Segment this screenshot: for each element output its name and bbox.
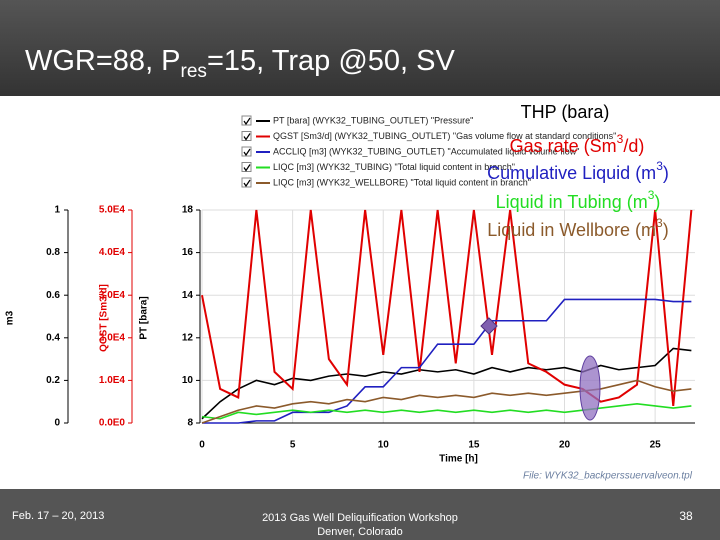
y-axis-label: m3 [5, 310, 16, 325]
annotation: Cumulative Liquid (m3) [487, 159, 669, 183]
file-note: File: WYK32_backperssuervalveon.tpl [523, 471, 693, 482]
legend-check [243, 133, 251, 141]
annotation-text: ) [654, 192, 660, 212]
footer-event: 2013 Gas Well Deliquification Workshop [262, 512, 458, 524]
series-line [201, 209, 693, 407]
legend-checkbox [241, 177, 252, 188]
annotation: Gas rate (Sm3/d) [510, 132, 645, 156]
legend-check [243, 148, 251, 157]
y2-tick-label: 2.0E4 [99, 332, 126, 343]
annotation-text: ) [663, 163, 669, 183]
legend-label: QGST [Sm3/d] (WYK32_TUBING_OUTLET) "Gas … [273, 131, 616, 141]
footer-bar [0, 489, 720, 540]
y2-tick-label: 4.0E4 [99, 247, 126, 258]
x-tick-label: 10 [378, 440, 390, 451]
annotation-text: Cumulative Liquid (m [487, 163, 656, 183]
annotation: Liquid in Wellbore (m3) [487, 216, 668, 240]
y3-tick-label: 12 [182, 332, 194, 343]
y-tick-label: 0 [54, 418, 60, 429]
title-part: WGR=88, P [25, 45, 181, 77]
y3-tick-label: 14 [182, 290, 194, 301]
legend-label: LIQC [m3] (WYK32_WELLBORE) "Total liquid… [273, 177, 531, 187]
y3-tick-label: 8 [187, 418, 193, 429]
annotation-text: Liquid in Wellbore (m [487, 220, 656, 240]
legend-label: PT [bara] (WYK32_TUBING_OUTLET) "Pressur… [273, 115, 473, 125]
y-tick-label: 0.2 [46, 375, 60, 386]
y-tick-label: 0.8 [46, 247, 60, 258]
title-subscript: res [181, 61, 207, 82]
annotation-sup: 3 [617, 132, 624, 146]
annotation-text: Liquid in Tubing (m [496, 192, 648, 212]
x-axis-label: Time [h] [439, 454, 478, 465]
legend-checkbox [241, 131, 252, 141]
y3-tick-label: 10 [182, 375, 194, 386]
diamond-marker [480, 317, 498, 335]
annotation-text: THP (bara) [521, 102, 610, 122]
y3-tick-label: 16 [182, 247, 194, 258]
y3-tick-label: 18 [182, 205, 194, 216]
y2-tick-label: 3.0E4 [99, 290, 126, 301]
annotations: THP (bara)Gas rate (Sm3/d)Cumulative Liq… [487, 102, 669, 240]
footer-date: Feb. 17 – 20, 2013 [12, 510, 104, 522]
y2-tick-label: 1.0E4 [99, 375, 126, 386]
annotation-text: ) [663, 220, 669, 240]
title-bar [0, 0, 720, 96]
series-line [201, 379, 692, 424]
plot-area [202, 210, 695, 423]
x-tick-label: 5 [290, 440, 296, 451]
legend-label: ACCLIQ [m3] (WYK32_TUBING_OUTLET) "Accum… [273, 146, 579, 156]
legend-checkbox [241, 115, 252, 126]
title-part: =15, Trap @50, SV [207, 45, 456, 77]
y-tick-label: 1 [54, 205, 60, 216]
legend-checkbox [241, 162, 252, 172]
x-tick-label: 0 [199, 440, 205, 451]
x-tick-label: 15 [468, 440, 480, 451]
y-tick-label: 0.4 [46, 332, 60, 343]
legend-label: LIQC [m3] (WYK32_TUBING) "Total liquid c… [273, 162, 515, 172]
slide-title: WGR=88, Pres=15, Trap @50, SV [25, 45, 455, 82]
annotation: Liquid in Tubing (m3) [496, 188, 661, 212]
highlight-ellipse [579, 355, 601, 421]
annotation-sup: 3 [656, 216, 663, 230]
legend-check [243, 179, 251, 188]
y2-tick-label: 0.0E0 [99, 418, 126, 429]
page-number: 38 [679, 509, 693, 523]
annotation-shapes [480, 317, 601, 421]
x-tick-label: 25 [650, 440, 662, 451]
x-tick-label: 20 [559, 440, 571, 451]
chart: 0 5 10 15 20 25 0 0.2 0.4 0.6 0.8 1 0.0E0 1.0E4 2.0E4 3… [5, 115, 695, 465]
legend-check [243, 117, 251, 126]
y2-tick-label: 5.0E4 [99, 205, 126, 216]
annotation-text: /d) [623, 136, 644, 156]
annotation-text: Gas rate (Sm [510, 136, 617, 156]
footer-place: Denver, Colorado [317, 526, 403, 538]
series-line [201, 403, 692, 420]
y2-axis-label: QGST [Sm3/d] [99, 284, 110, 352]
legend-check [243, 164, 251, 172]
annotation: THP (bara) [521, 102, 610, 122]
y3-axis-label: PT [bara] [139, 296, 150, 339]
legend-checkbox [241, 146, 252, 157]
annotation-sup: 3 [656, 159, 663, 173]
annotation-sup: 3 [648, 188, 655, 202]
series-line [202, 298, 692, 424]
y-tick-label: 0.6 [46, 290, 60, 301]
